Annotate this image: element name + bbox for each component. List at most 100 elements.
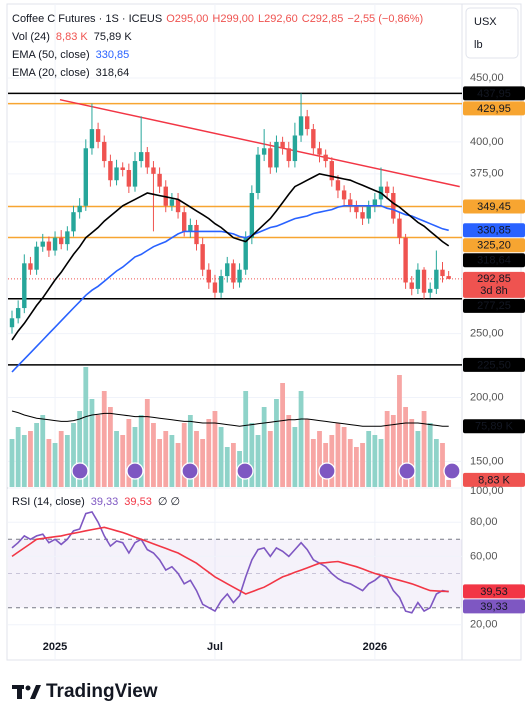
candle-body (175, 199, 181, 213)
rsi-label-box (463, 599, 525, 614)
candle-body (231, 263, 236, 283)
ema-label: 318,64 (477, 255, 511, 267)
candle-body (317, 148, 322, 155)
volume-bar (224, 447, 230, 487)
volume-bar (267, 431, 273, 487)
candle-body (65, 231, 70, 245)
candle-body (182, 212, 187, 232)
volume-bar (274, 399, 279, 487)
candle-body (71, 212, 76, 232)
volume-bar (163, 431, 169, 487)
candle-body (77, 205, 82, 213)
open: O295,00 (166, 13, 208, 25)
brand-logo (12, 685, 41, 699)
volume-bar (378, 439, 384, 487)
y-tick-label: 150,00 (470, 455, 504, 467)
volume-title: Vol (24) (12, 31, 50, 43)
legend-main: Coffee C Futures · 1S · ICEUS O295,00 H299… (12, 13, 423, 25)
ema20-value: 318,64 (96, 67, 130, 79)
currency[interactable]: USX (474, 16, 497, 28)
candle-body (89, 129, 95, 149)
y-tick-label: 400,00 (470, 136, 504, 148)
brand: TradingView (46, 681, 158, 702)
candle-body (421, 269, 427, 293)
volume-bar (101, 391, 107, 487)
hline-label: 429,95 (477, 103, 511, 115)
ema-line (11, 172, 450, 341)
change: −2,55 (−0,86%) (347, 13, 423, 25)
volume-bar (261, 407, 267, 487)
volume-bar (138, 415, 144, 487)
header: Coffee C Futures · 1S · ICEUS O295,00 H299… (12, 7, 519, 508)
last-price-label: 292,85 (477, 273, 511, 285)
candle-body (237, 269, 242, 283)
hline-label: 437,95 (477, 88, 511, 100)
candle-body (286, 148, 291, 162)
volume-bar (212, 411, 218, 487)
legend-volume: Vol (24) 8,83 K 75,89 K (12, 31, 132, 43)
plot: 450,00 400,00 375,00 250,00 200,00 150,00 437,… (8, 4, 525, 660)
candle-body (169, 199, 175, 206)
x-tick-label: Jul (207, 641, 223, 653)
volume-ma-value: 75,89 K (94, 31, 133, 43)
volume-bar (89, 399, 95, 487)
candle-body (28, 263, 33, 270)
candle-body (212, 282, 218, 293)
high: H299,00 (212, 13, 254, 25)
candle-body (145, 152, 150, 168)
unit-box[interactable] (465, 7, 519, 59)
volume-bar (181, 423, 187, 487)
hline-label: 225,50 (477, 359, 511, 371)
candle-body (46, 241, 52, 251)
volume-bar (397, 375, 402, 487)
hline-label-box (463, 199, 525, 214)
volume-bar (151, 423, 156, 487)
candle-body (59, 237, 64, 245)
candle-body (95, 129, 101, 142)
candle-body (341, 190, 347, 200)
candle-body (261, 148, 267, 155)
hline-label-box (463, 298, 525, 313)
candle-body (249, 193, 255, 238)
candle-body (225, 263, 230, 277)
candle-body (384, 186, 390, 194)
volume-bar (144, 399, 150, 487)
candle-body (354, 205, 359, 213)
volume-bar (46, 439, 52, 487)
hline-label: 349,45 (477, 201, 511, 213)
volume-bar (403, 407, 408, 487)
unit[interactable]: lb (474, 39, 483, 51)
volume-bar (317, 431, 322, 487)
volume-bar (120, 435, 126, 487)
candle-body (305, 116, 310, 130)
x-tick-label: 2025 (43, 641, 67, 653)
rsi-title: RSI (14, close) (12, 496, 85, 508)
hline-label-box (463, 101, 525, 116)
volume-bar (372, 435, 378, 487)
candle-body (372, 199, 378, 206)
volume-bar (175, 443, 181, 487)
candle-body (15, 308, 21, 319)
candle-body (132, 161, 138, 187)
volume-bar (77, 411, 83, 487)
volume-bar (433, 439, 439, 487)
candle-body (120, 167, 125, 171)
volume-bar (292, 427, 298, 487)
hline-label: 325,20 (477, 240, 511, 252)
volume-bar (354, 447, 359, 487)
candle-body (83, 148, 88, 206)
volume-bar (187, 415, 193, 487)
volume-bar (200, 439, 206, 487)
y-tick-label: 250,00 (470, 328, 504, 340)
ema50-title: EMA (50, close) (12, 49, 90, 61)
volume-bar (304, 419, 310, 487)
ema50-value: 330,85 (96, 49, 130, 61)
candle-body (108, 161, 113, 181)
candle-body (138, 152, 144, 162)
symbol-title: Coffee C Futures · 1S · ICEUS (12, 13, 162, 25)
candle-body (409, 282, 414, 289)
candle-body (243, 237, 248, 270)
candle-body (446, 276, 451, 279)
volume-ma-label: 75,89 K (475, 421, 514, 433)
